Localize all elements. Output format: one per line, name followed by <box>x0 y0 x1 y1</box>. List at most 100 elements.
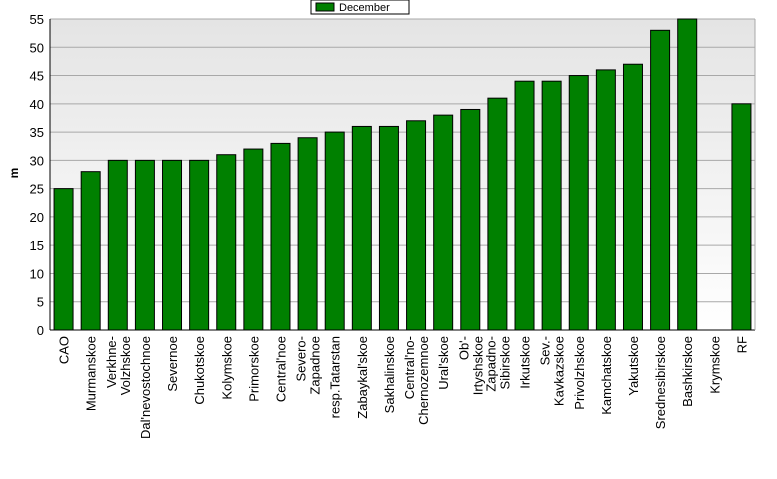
x-tick-label-line: Severnoe <box>165 336 180 392</box>
bar[interactable] <box>53 188 74 331</box>
x-tick-label: Kolymskoe <box>219 336 234 400</box>
x-tick-label-line: Irtyshskoe <box>470 336 485 395</box>
bar[interactable] <box>351 125 372 331</box>
x-tick-label-line: Ural'skoe <box>436 336 451 390</box>
y-tick-label: 30 <box>30 153 44 168</box>
bar[interactable] <box>514 80 535 331</box>
x-tick-label-line: Sibirskoe <box>497 336 512 389</box>
x-tick-label-line: Zabaykal'skoe <box>355 336 370 419</box>
x-tick-label: Zapadno- Sibirskoe <box>483 336 512 392</box>
x-tick-label-line: Severo- <box>294 336 309 382</box>
x-tick-label-line: Zapadnoe <box>308 336 323 395</box>
legend-swatch <box>315 2 335 12</box>
x-tick-label-line: Chukotskoe <box>192 336 207 405</box>
bar[interactable] <box>568 75 589 331</box>
bar[interactable] <box>107 159 128 331</box>
legend-box <box>310 0 410 15</box>
legend[interactable]: December <box>310 0 410 15</box>
bar[interactable] <box>270 142 291 331</box>
bars <box>53 18 752 331</box>
x-tick-label: Sev.- Kavkazskoe <box>538 336 567 406</box>
y-tick-labels: 0 5 10 15 20 25 30 35 40 45 50 55 <box>30 12 44 338</box>
bar[interactable] <box>216 154 237 331</box>
x-tick-label-line: RF <box>734 336 749 353</box>
x-tick-label: Kamchatskoe <box>599 336 614 415</box>
x-tick-label: Chukotskoe <box>192 336 207 405</box>
x-tick-label: Murmanskoe <box>84 336 99 411</box>
x-tick-label: Severo- Zapadnoe <box>294 336 323 395</box>
x-tick-label-line: Verkhne- <box>104 336 119 388</box>
bar[interactable] <box>406 120 427 331</box>
bar[interactable] <box>80 171 101 331</box>
y-tick-label: 45 <box>30 69 44 84</box>
x-tick-label-line: Kamchatskoe <box>599 336 614 415</box>
x-tick-label-line: Central'no- <box>402 336 417 399</box>
y-tick-label: 35 <box>30 125 44 140</box>
x-tick-label: Severnoe <box>165 336 180 392</box>
bar[interactable] <box>162 159 183 331</box>
x-tick-label-line: Sev.- <box>538 336 553 365</box>
y-tick-label: 50 <box>30 40 44 55</box>
bar[interactable] <box>622 63 643 331</box>
bar[interactable] <box>297 137 318 331</box>
x-tick-label: Verkhne- Volzhskoe <box>104 336 133 395</box>
x-tick-label: Irkutskoe <box>518 336 533 389</box>
y-tick-label: 55 <box>30 12 44 27</box>
y-tick-label: 20 <box>30 210 44 225</box>
x-tick-label-line: resp.Tatarstan <box>328 336 343 418</box>
x-tick-label: Central'noe <box>273 336 288 402</box>
x-tick-label: Ob'- Irtyshskoe <box>456 336 485 395</box>
legend-label: December <box>339 2 390 14</box>
x-tick-label: resp.Tatarstan <box>328 336 343 418</box>
x-tick-label-line: Krymskoe <box>707 336 722 394</box>
bar[interactable] <box>378 125 399 331</box>
bar[interactable] <box>731 103 752 331</box>
x-tick-label-line: Irkutskoe <box>518 336 533 389</box>
bar[interactable] <box>243 148 264 331</box>
y-tick-label: 40 <box>30 97 44 112</box>
bar[interactable] <box>324 131 345 331</box>
bar[interactable] <box>541 80 562 331</box>
x-tick-label: Ural'skoe <box>436 336 451 390</box>
x-tick-label: Srednesibirskoe <box>653 336 668 429</box>
x-tick-label: Central'no- Chernozemnoe <box>402 336 431 425</box>
x-tick-label-line: Sakhalinskoe <box>382 336 397 413</box>
bar[interactable] <box>433 114 454 331</box>
x-tick-label-line: Yakutskoe <box>626 336 641 396</box>
x-tick-label-line: Murmanskoe <box>84 336 99 411</box>
x-tick-label-line: Volzhskoe <box>118 336 133 395</box>
bar[interactable] <box>134 159 155 331</box>
axes <box>49 19 756 331</box>
x-tick-label: Privolzhskoe <box>572 336 587 410</box>
x-tick-label-line: Chernozemnoe <box>416 336 431 425</box>
y-tick-label: 25 <box>30 182 44 197</box>
x-tick-label: Primorskoe <box>246 336 261 402</box>
x-tick-label-line: CAO <box>57 336 72 364</box>
y-tick-label: 0 <box>37 323 44 338</box>
x-tick-label-line: Zapadno- <box>483 336 498 392</box>
bar[interactable] <box>677 18 698 331</box>
x-tick-label-line: Kavkazskoe <box>552 336 567 406</box>
x-tick-label-line: Srednesibirskoe <box>653 336 668 429</box>
bar[interactable] <box>595 69 616 331</box>
bar[interactable] <box>487 97 508 331</box>
x-tick-label-line: Primorskoe <box>246 336 261 402</box>
y-tick-label: 15 <box>30 238 44 253</box>
plot-background <box>50 19 755 330</box>
y-tick-label: 5 <box>37 295 44 310</box>
bar[interactable] <box>460 108 481 331</box>
x-tick-label: CAO <box>57 336 72 364</box>
bar[interactable] <box>650 29 671 331</box>
x-tick-label-line: Ob'- <box>456 336 471 360</box>
y-tick-label: 10 <box>30 266 44 281</box>
x-tick-label-line: Bashkirskoe <box>680 336 695 407</box>
x-tick-label: Dal'nevostochnoe <box>138 336 153 439</box>
y-axis-title: m <box>7 168 21 179</box>
x-tick-label: Zabaykal'skoe <box>355 336 370 419</box>
bar[interactable] <box>189 159 210 331</box>
x-tick-label: Bashkirskoe <box>680 336 695 407</box>
x-tick-label-line: Central'noe <box>273 336 288 402</box>
x-tick-label-line: Kolymskoe <box>219 336 234 400</box>
x-tick-label-line: Dal'nevostochnoe <box>138 336 153 439</box>
